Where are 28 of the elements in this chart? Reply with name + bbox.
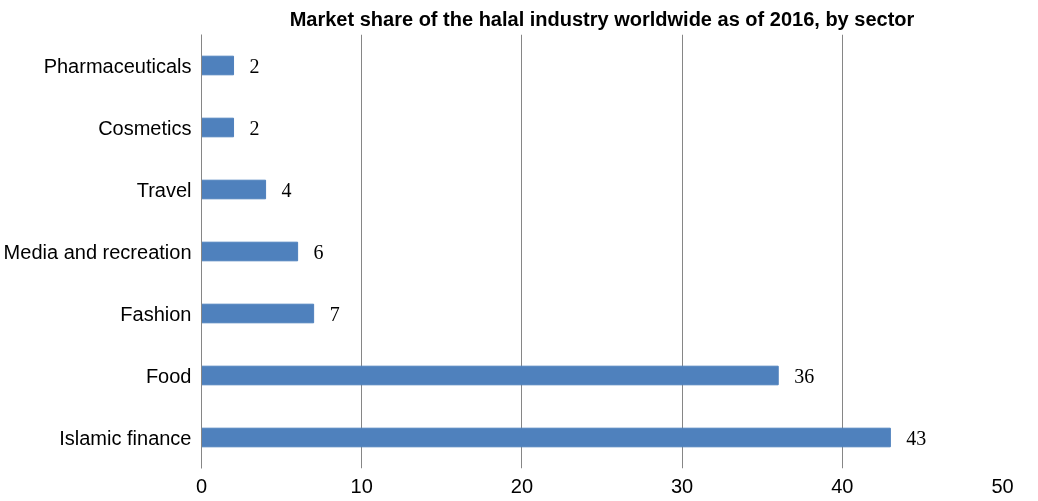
y-tick-label: Food — [145, 364, 192, 387]
data-label: 7 — [329, 302, 340, 325]
data-label: 6 — [313, 240, 324, 263]
x-tick-label: 50 — [991, 474, 1014, 497]
chart-title: Market share of the halal industry worldwide as of 2016, by sector — [289, 7, 915, 30]
y-tick-label: Pharmaceuticals — [43, 54, 192, 77]
data-label: 4 — [281, 178, 292, 201]
y-tick-label: Cosmetics — [98, 116, 192, 139]
x-tick-label: 30 — [670, 474, 694, 497]
data-label: 2 — [249, 54, 260, 77]
bar — [201, 179, 267, 200]
y-tick-label: Media and recreation — [3, 240, 192, 263]
data-label: 2 — [249, 116, 260, 139]
x-tick-label: 40 — [831, 474, 854, 497]
y-tick-label: Fashion — [120, 302, 192, 325]
data-label: 36 — [794, 364, 815, 387]
x-tick-label: 10 — [350, 474, 373, 497]
bar — [201, 117, 235, 138]
y-tick-label: Travel — [136, 178, 192, 201]
bar — [201, 427, 891, 448]
x-tick-label: 0 — [195, 474, 208, 497]
bar — [201, 303, 315, 324]
data-label: 43 — [906, 426, 927, 449]
bar — [201, 365, 779, 386]
y-tick-label: Islamic finance — [59, 426, 192, 449]
bar — [201, 241, 299, 262]
bar — [201, 55, 235, 76]
x-tick-label: 20 — [510, 474, 534, 497]
